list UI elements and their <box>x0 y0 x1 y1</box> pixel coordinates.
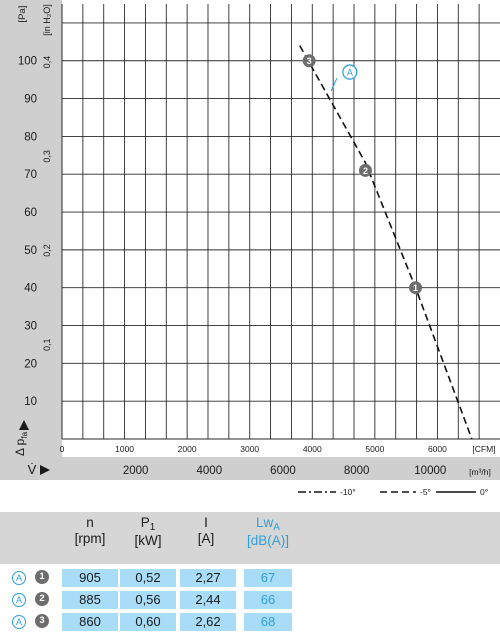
y-tick-label: 10 <box>24 396 37 408</box>
header-i: I [A] <box>178 515 234 547</box>
x-unit-label: [CFM] <box>472 444 495 454</box>
operating-marker-icon <box>342 64 358 80</box>
x-tick-label: 0 <box>60 444 65 454</box>
value-lwa: 68 <box>244 613 292 631</box>
y-axis-title: Δ pfa <box>13 431 29 456</box>
x-secondary-tick-label: 8000 <box>344 465 370 477</box>
operating-point-icon: A <box>12 615 26 629</box>
y-tick-label: 80 <box>24 131 37 143</box>
y-tick-label: 90 <box>24 94 37 106</box>
curve-point-marker <box>358 163 372 177</box>
y-tick-label: 60 <box>24 207 37 219</box>
table-row: A 2 885 0,56 2,44 66 <box>0 591 500 609</box>
header-n-label: n <box>86 515 94 530</box>
y-tick-label: 50 <box>24 245 37 257</box>
x-secondary-unit-label: [m³/h] <box>469 467 491 477</box>
value-p1: 0,56 <box>120 591 176 609</box>
y-secondary-tick-label: 0,3 <box>42 150 52 163</box>
curve-point-marker <box>409 281 423 295</box>
header-n-unit: [rpm] <box>74 531 106 546</box>
legend-label: -5° <box>420 487 431 497</box>
x-secondary-axis-band <box>0 457 500 480</box>
x-tick-label: 4000 <box>303 444 322 454</box>
x-tick-label: 6000 <box>428 444 447 454</box>
curve-point-label: 2 <box>363 166 368 176</box>
y-axis-arrow-icon <box>19 420 29 430</box>
header-p1: P1 [kW] <box>120 515 176 549</box>
header-lwa: LwA [dB(A)] <box>238 515 298 549</box>
fan-curve-dashed <box>299 45 473 440</box>
y-secondary-tick-label: 0,4 <box>42 56 52 69</box>
value-i: 2,27 <box>180 569 236 587</box>
curve-point-badge: 2 <box>35 592 49 606</box>
x-secondary-tick-label: 10000 <box>414 465 446 477</box>
value-n: 860 <box>62 613 118 631</box>
header-i-label: I <box>204 515 208 530</box>
y-tick-label: 20 <box>24 358 37 370</box>
y-secondary-tick-label: 0,1 <box>42 339 52 352</box>
x-tick-label: 1000 <box>115 444 134 454</box>
table-header-band <box>0 512 500 564</box>
value-p1: 0,60 <box>120 613 176 631</box>
x-tick-label: 5000 <box>365 444 384 454</box>
x-tick-label: 3000 <box>240 444 259 454</box>
value-p1: 0,52 <box>120 569 176 587</box>
header-p1-unit: [kW] <box>134 533 162 548</box>
x-tick-label: 2000 <box>178 444 197 454</box>
y-tick-label: 100 <box>18 56 37 68</box>
curve-point-badge: 1 <box>35 570 49 584</box>
value-n: 905 <box>62 569 118 587</box>
header-i-unit: [A] <box>197 531 215 546</box>
legend-label: -10° <box>340 487 356 497</box>
operating-marker-leader <box>330 77 338 92</box>
legend-label: 0° <box>480 487 488 497</box>
plot-area <box>62 4 500 439</box>
y-axis-title-main: Δ p <box>13 438 27 456</box>
curve-point-label: 3 <box>307 56 312 66</box>
y-axis-band <box>0 0 62 480</box>
y-unit-label: [Pa] <box>17 6 28 23</box>
y-tick-label: 40 <box>24 283 37 295</box>
value-lwa: 67 <box>244 569 292 587</box>
table-row: A 3 860 0,60 2,62 68 <box>0 613 500 631</box>
x-secondary-tick-label: 4000 <box>197 465 223 477</box>
value-i: 2,62 <box>180 613 236 631</box>
curve-point-marker <box>302 54 316 68</box>
operating-point-icon: A <box>12 593 26 607</box>
header-p1-sub: 1 <box>149 522 156 533</box>
header-lwa-label: Lw <box>256 515 274 530</box>
x-axis-title: V̇ <box>28 462 37 477</box>
x-secondary-tick-label: 6000 <box>270 465 296 477</box>
curve-point-label: 1 <box>413 283 418 293</box>
header-lwa-unit: [dB(A)] <box>246 533 289 548</box>
y-secondary-tick-label: 0,2 <box>42 244 52 257</box>
header-n: n [rpm] <box>62 515 118 547</box>
curve-point-badge: 3 <box>35 614 49 628</box>
table-row: A 1 905 0,52 2,27 67 <box>0 569 500 587</box>
header-lwa-sub: A <box>273 522 280 533</box>
y-secondary-unit-label: [in H₂O] <box>42 4 52 36</box>
y-tick-label: 70 <box>24 169 37 181</box>
operating-marker-label: A <box>347 68 353 78</box>
value-i: 2,44 <box>180 591 236 609</box>
header-p1-label: P <box>140 515 150 530</box>
value-n: 885 <box>62 591 118 609</box>
y-axis-title-sub: fa <box>20 431 29 438</box>
value-lwa: 66 <box>244 591 292 609</box>
x-axis-arrow-icon <box>40 465 50 475</box>
x-secondary-tick-label: 2000 <box>123 465 149 477</box>
y-tick-label: 30 <box>24 321 37 333</box>
operating-point-icon: A <box>12 571 26 585</box>
